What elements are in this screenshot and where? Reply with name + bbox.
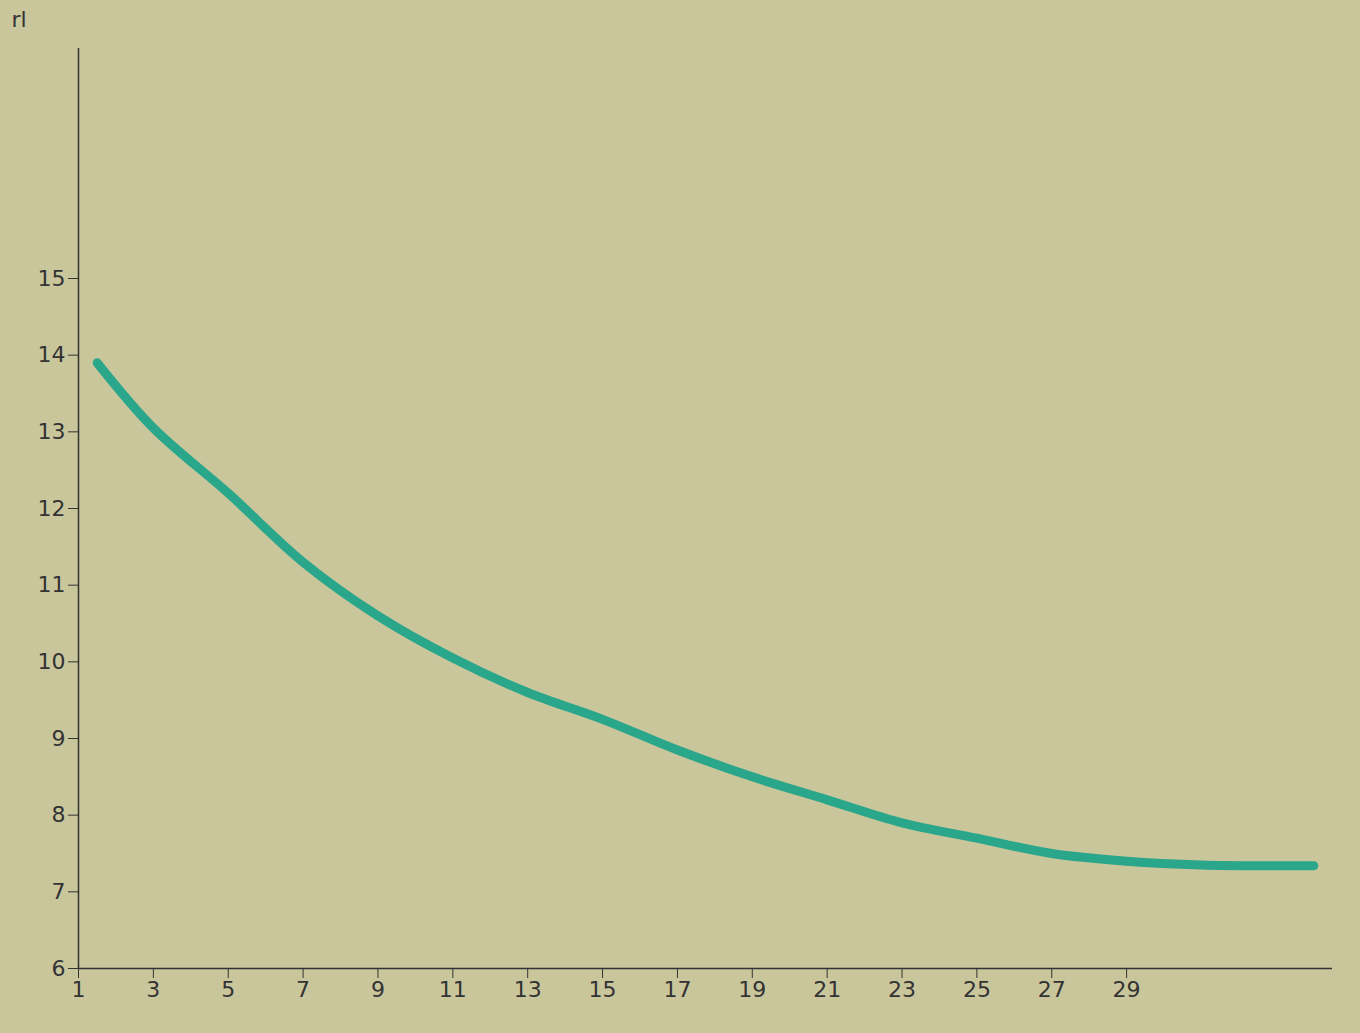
- svg-text:11: 11: [38, 572, 66, 597]
- svg-text:5: 5: [221, 977, 235, 1002]
- svg-text:12: 12: [38, 496, 66, 521]
- svg-text:15: 15: [589, 977, 617, 1002]
- svg-text:14: 14: [38, 342, 66, 367]
- svg-text:1: 1: [72, 977, 86, 1002]
- svg-text:13: 13: [38, 419, 66, 444]
- svg-text:27: 27: [1038, 977, 1066, 1002]
- svg-text:19: 19: [738, 977, 766, 1002]
- svg-text:7: 7: [296, 977, 310, 1002]
- svg-text:3: 3: [146, 977, 160, 1002]
- svg-text:9: 9: [52, 726, 66, 751]
- svg-text:rl: rl: [12, 8, 27, 32]
- svg-text:7: 7: [52, 879, 66, 904]
- svg-text:8: 8: [52, 802, 66, 827]
- svg-text:15: 15: [38, 266, 66, 291]
- svg-text:13: 13: [514, 977, 542, 1002]
- svg-text:9: 9: [371, 977, 385, 1002]
- svg-text:11: 11: [439, 977, 467, 1002]
- svg-text:25: 25: [963, 977, 991, 1002]
- svg-text:10: 10: [38, 649, 66, 674]
- svg-text:29: 29: [1113, 977, 1141, 1002]
- svg-text:6: 6: [52, 956, 66, 981]
- svg-text:23: 23: [888, 977, 916, 1002]
- svg-text:21: 21: [813, 977, 841, 1002]
- svg-text:17: 17: [663, 977, 691, 1002]
